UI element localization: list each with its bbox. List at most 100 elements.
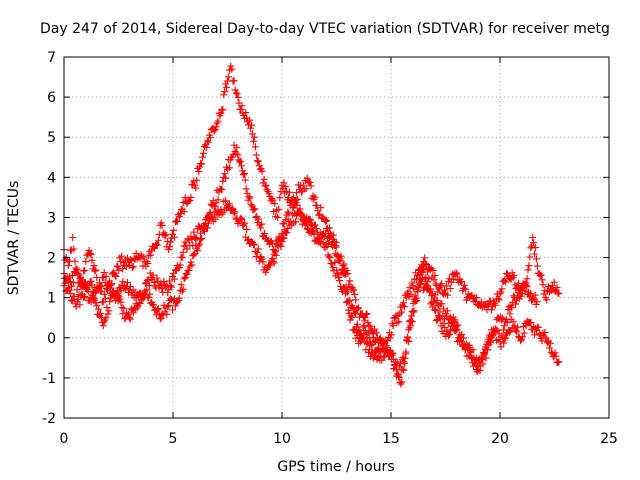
data-point <box>456 333 464 341</box>
data-point <box>149 271 157 279</box>
data-point <box>442 282 450 290</box>
data-point <box>387 331 395 339</box>
data-point <box>359 312 367 320</box>
data-point <box>221 88 229 96</box>
data-point <box>552 352 560 360</box>
data-point <box>503 319 511 327</box>
data-point <box>227 62 235 70</box>
data-point <box>255 215 263 223</box>
data-point <box>77 274 85 282</box>
data-point <box>518 333 526 341</box>
data-point <box>524 266 532 274</box>
data-point <box>303 174 311 182</box>
data-point <box>170 233 178 241</box>
data-point <box>317 239 325 247</box>
data-point <box>505 328 513 336</box>
data-point <box>400 366 408 374</box>
data-point <box>306 215 314 223</box>
data-point <box>237 105 245 113</box>
data-point <box>234 151 242 159</box>
data-point <box>148 246 156 254</box>
data-point <box>443 307 451 315</box>
data-point <box>488 306 496 314</box>
data-point <box>280 179 288 187</box>
data-point <box>139 294 147 302</box>
x-axis-label: GPS time / hours <box>277 459 394 475</box>
data-point <box>483 340 491 348</box>
data-point <box>197 236 205 244</box>
data-point <box>254 245 262 253</box>
data-point <box>348 313 356 321</box>
data-point <box>225 200 233 208</box>
data-point <box>413 276 421 284</box>
data-point <box>70 292 78 300</box>
data-point <box>446 313 454 321</box>
data-point <box>194 247 202 255</box>
data-point <box>105 307 113 315</box>
data-point <box>400 303 408 311</box>
data-point <box>329 264 337 272</box>
data-point <box>202 143 210 151</box>
data-point <box>401 360 409 368</box>
data-point <box>68 271 76 279</box>
data-point <box>74 269 82 277</box>
data-point <box>250 133 258 141</box>
data-point <box>259 258 267 266</box>
data-point <box>491 301 499 309</box>
data-point <box>372 329 380 337</box>
data-point <box>546 339 554 347</box>
data-point <box>214 117 222 125</box>
data-point <box>249 137 257 145</box>
data-point <box>309 227 317 235</box>
x-tick-label: 20 <box>491 431 509 447</box>
data-point <box>527 318 535 326</box>
data-point <box>376 347 384 355</box>
data-point <box>513 328 521 336</box>
data-point <box>370 338 378 346</box>
data-point <box>251 143 259 151</box>
data-point <box>302 219 310 227</box>
data-point <box>398 378 406 386</box>
data-point <box>400 358 408 366</box>
data-point <box>117 298 125 306</box>
data-point <box>74 295 82 303</box>
data-point <box>87 277 95 285</box>
data-point <box>168 234 176 242</box>
data-point <box>144 259 152 267</box>
data-point <box>129 262 137 270</box>
data-point <box>76 274 84 282</box>
data-point <box>431 306 439 314</box>
y-tick-label: 5 <box>47 130 56 146</box>
data-point <box>80 294 88 302</box>
data-point <box>452 327 460 335</box>
data-point <box>554 289 562 297</box>
data-point <box>366 322 374 330</box>
data-point <box>307 216 315 224</box>
data-point <box>64 262 72 270</box>
data-point <box>178 254 186 262</box>
data-point <box>538 276 546 284</box>
x-tick-label: 5 <box>169 431 178 447</box>
data-point <box>531 291 539 299</box>
data-point <box>531 250 539 258</box>
data-point <box>454 321 462 329</box>
data-point <box>410 307 418 315</box>
data-point <box>355 304 363 312</box>
data-point <box>190 177 198 185</box>
data-point <box>265 189 273 197</box>
data-point <box>280 234 288 242</box>
data-point <box>187 193 195 201</box>
data-point <box>87 250 95 258</box>
data-point <box>173 217 181 225</box>
data-point <box>354 326 362 334</box>
data-point <box>158 221 166 229</box>
data-point <box>143 286 151 294</box>
y-axis-label: SDTVAR / TECUs <box>6 181 22 296</box>
data-points <box>60 62 563 388</box>
data-point <box>371 325 379 333</box>
data-point <box>100 290 108 298</box>
data-point <box>243 225 251 233</box>
data-point <box>486 337 494 345</box>
data-point <box>294 195 302 203</box>
data-point <box>92 266 100 274</box>
